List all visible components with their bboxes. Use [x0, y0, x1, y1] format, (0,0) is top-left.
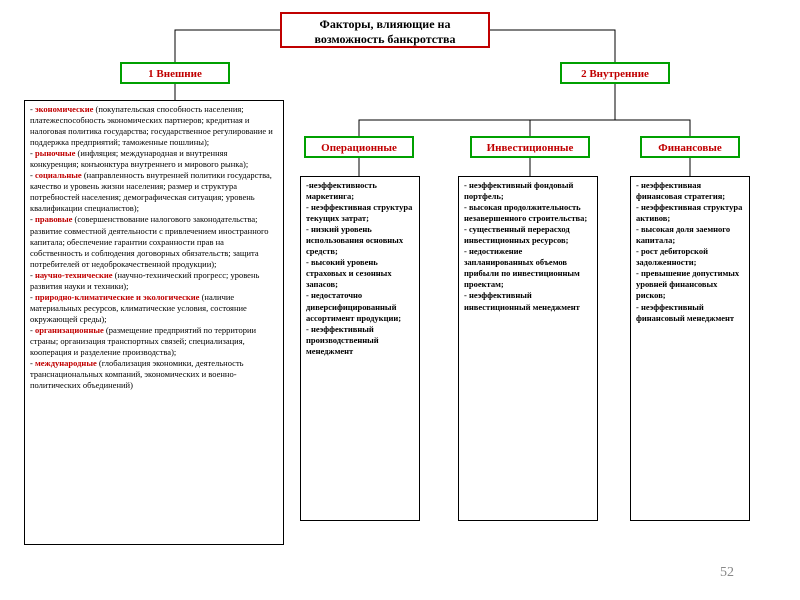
operational-content-box: -неэффективность маркетинга;- неэффектив… — [300, 176, 420, 521]
external-category-box: 1 Внешние — [120, 62, 230, 84]
operational-category-box: Операционные — [304, 136, 414, 158]
page-number: 52 — [720, 565, 734, 581]
investment-category-box: Инвестиционные — [470, 136, 590, 158]
root-title-box: Факторы, влияющие на возможность банкрот… — [280, 12, 490, 48]
external-content-box: - экономические (покупательская способно… — [24, 100, 284, 545]
financial-content-box: - неэффективная финансовая стратегия;- н… — [630, 176, 750, 521]
financial-category-box: Финансовые — [640, 136, 740, 158]
investment-content-box: - неэффективный фондовый портфель;- высо… — [458, 176, 598, 521]
internal-category-box: 2 Внутренние — [560, 62, 670, 84]
